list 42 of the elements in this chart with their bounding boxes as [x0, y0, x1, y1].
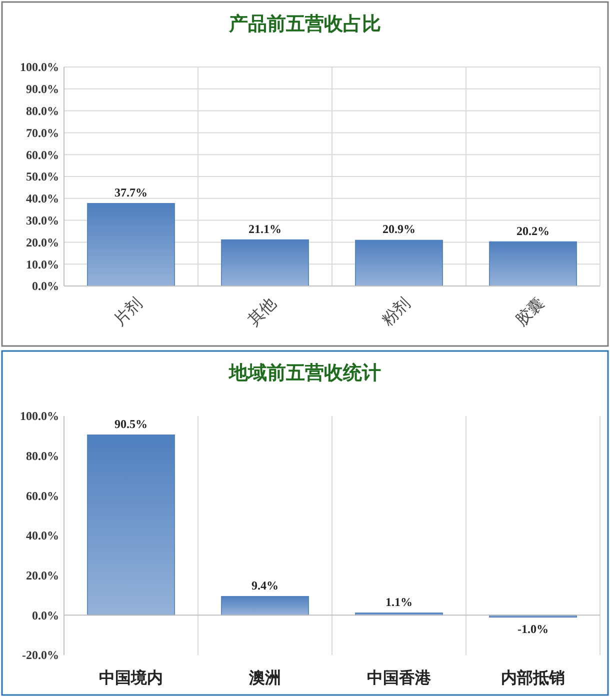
- y-tick-label: 90.0%: [26, 82, 59, 96]
- data-label: 1.1%: [386, 594, 412, 609]
- y-tick-label: 0.0%: [32, 608, 59, 622]
- y-tick-label: 10.0%: [26, 257, 59, 272]
- chart-title: 地域前五营收统计: [228, 362, 381, 384]
- x-tick-label: 胶囊: [512, 294, 548, 330]
- x-tick-label: 粉剂: [378, 294, 414, 330]
- chart-title: 产品前五营收占比: [228, 13, 381, 35]
- data-label: 90.5%: [114, 416, 148, 431]
- data-label: 20.2%: [516, 224, 550, 238]
- y-tick-label: 20.0%: [26, 568, 59, 583]
- y-tick-label: 70.0%: [26, 126, 59, 140]
- bar: [489, 241, 577, 286]
- y-tick-label: 60.0%: [26, 488, 59, 503]
- y-tick-label: 60.0%: [26, 148, 59, 162]
- x-tick-label: 中国香港: [367, 669, 432, 687]
- bar: [355, 240, 443, 286]
- data-label: 37.7%: [114, 185, 148, 200]
- x-tick-label: 片剂: [110, 294, 146, 330]
- y-tick-label: 0.0%: [32, 279, 59, 294]
- y-tick-label: 80.0%: [26, 449, 59, 464]
- x-tick-label: 其他: [244, 294, 280, 330]
- bar: [87, 203, 175, 286]
- y-tick-label: 40.0%: [26, 528, 59, 543]
- y-tick-label: 50.0%: [26, 170, 59, 184]
- x-tick-label: 中国境内: [99, 668, 163, 687]
- data-label: -1.0%: [518, 622, 548, 636]
- data-label: 21.1%: [248, 222, 282, 236]
- y-tick-label: 100.0%: [20, 60, 59, 74]
- y-tick-label: 20.0%: [26, 235, 59, 250]
- data-label: 9.4%: [252, 578, 278, 592]
- y-tick-label: -20.0%: [22, 648, 59, 662]
- data-label: 20.9%: [382, 222, 416, 236]
- y-tick-label: 100.0%: [20, 409, 59, 424]
- x-tick-label: 澳洲: [248, 669, 281, 687]
- bar: [221, 596, 309, 616]
- y-tick-label: 40.0%: [26, 192, 59, 206]
- bar: [87, 434, 175, 616]
- x-tick-label: 内部抵销: [501, 669, 565, 687]
- bar: [221, 239, 309, 286]
- y-tick-label: 80.0%: [26, 104, 59, 118]
- y-tick-label: 30.0%: [26, 214, 59, 228]
